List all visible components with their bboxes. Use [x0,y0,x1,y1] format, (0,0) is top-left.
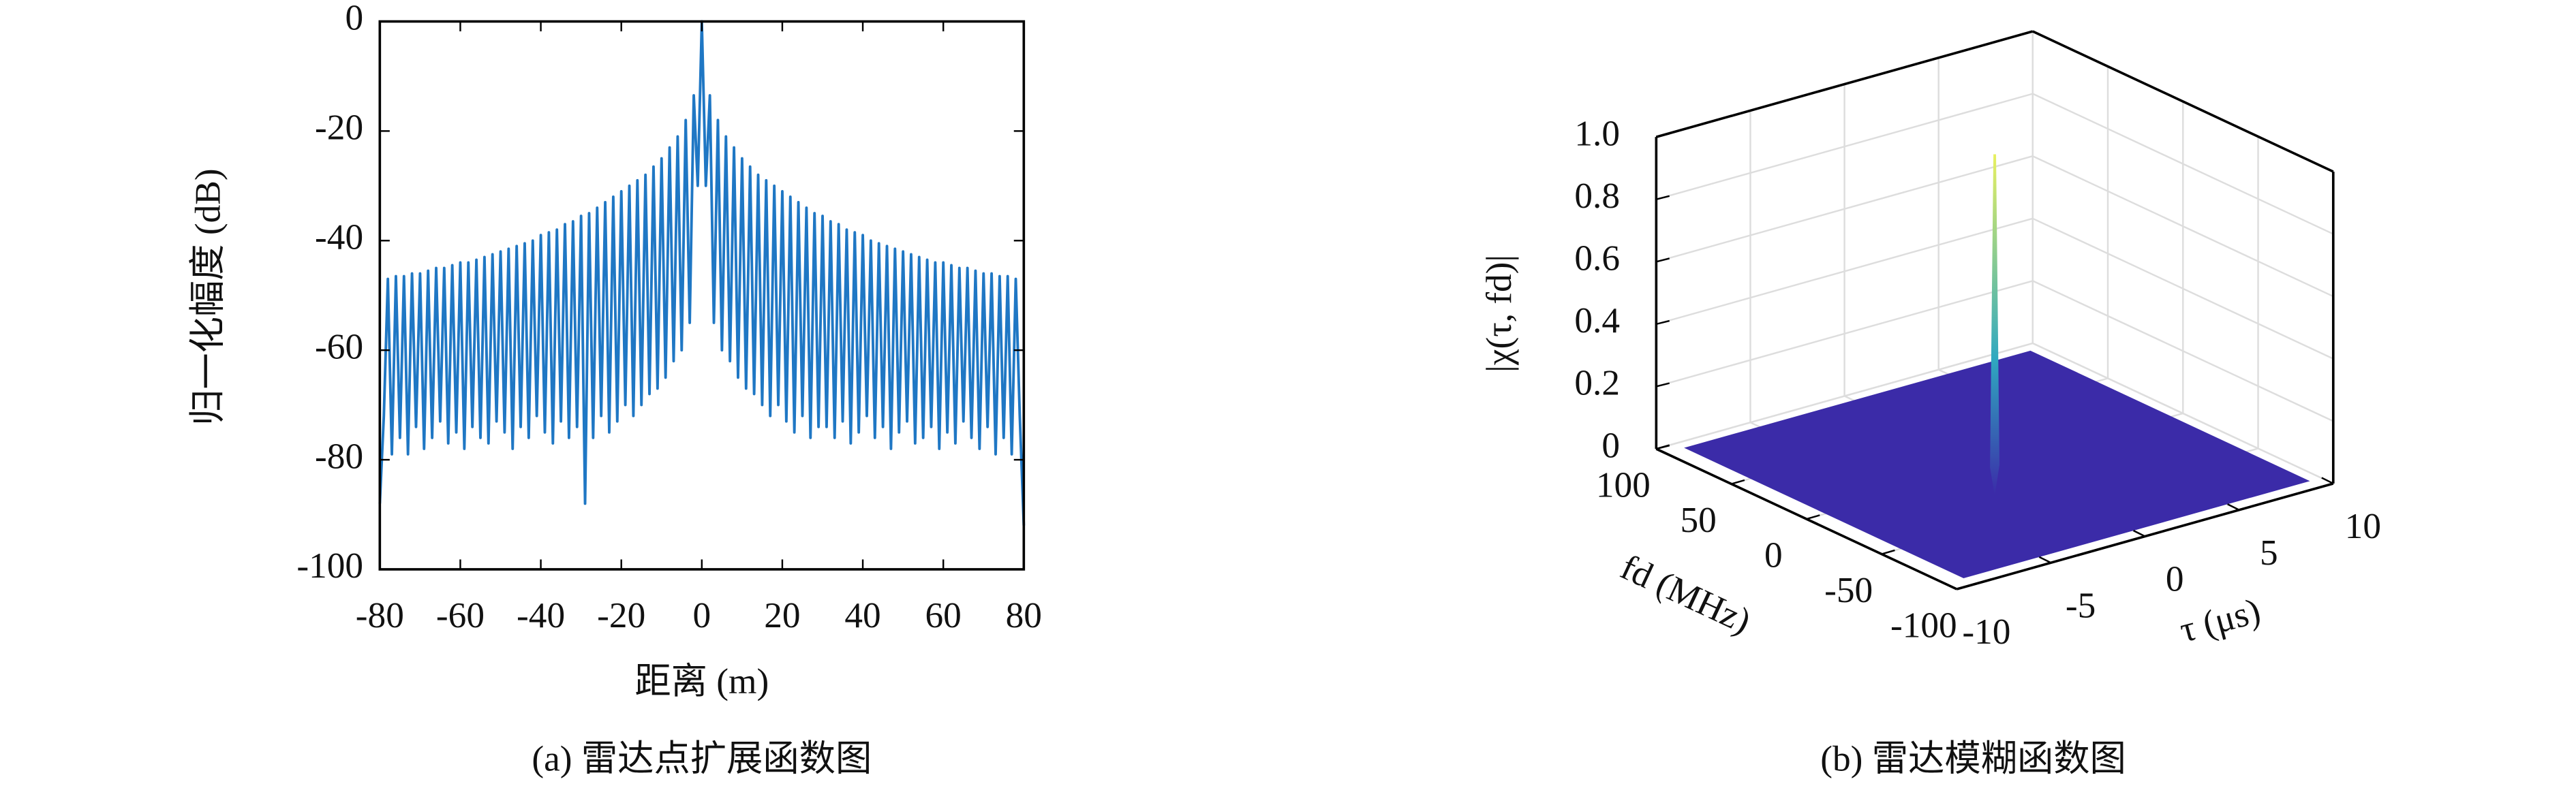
y-tick [1731,479,1745,485]
z-tick-label: 0.6 [1574,238,1620,279]
y-tick-label: -50 [1824,570,1873,610]
data-line [378,20,1026,526]
x-tick [2038,556,2051,564]
y-tick-label: -80 [315,436,363,476]
x-tick [1944,582,1957,590]
y-axis-label: 归一化幅度 (dB) [187,168,228,426]
caption: (b) 雷达模糊函数图 [1820,739,2126,779]
x-tick-label: -60 [436,595,485,635]
box-edge [1655,30,2034,138]
x-axis-label: τ (μs) [2175,590,2265,650]
y-tick-label: 100 [1596,464,1651,505]
x-tick-label: 80 [1006,595,1042,635]
z-tick [1656,257,1670,263]
y-tick [1881,549,1895,555]
y-tick-label: 0 [345,0,363,38]
x-tick-label: 10 [2345,506,2381,546]
y-tick [1956,584,1971,590]
y-tick-label: -20 [315,108,363,148]
surface-peak [1990,154,1999,497]
x-tick-label: 0 [692,595,711,635]
z-tick-label: 0.4 [1574,300,1620,341]
grid-line [1656,342,2034,450]
x-tick-label: 0 [2166,559,2184,599]
x-tick-label: -5 [2066,585,2096,625]
z-tick-label: 0.8 [1574,176,1620,216]
y-tick-label: 50 [1680,500,1716,540]
z-tick-label: 0.2 [1574,363,1620,403]
z-tick [1656,195,1670,200]
x-tick-label: 20 [764,595,800,635]
caption: (a) 雷达点扩展函数图 [532,739,872,779]
x-tick [2227,503,2240,511]
x-tick [2321,477,2334,485]
y-tick-label: -100 [296,546,363,586]
x-tick-label: -40 [517,595,565,635]
y-tick [1656,444,1670,450]
x-tick-label: 40 [844,595,880,635]
x-axis-label: 距离 (m) [634,661,769,702]
y-axis-label: fd (MHz) [1614,547,1757,642]
x-tick-label: -80 [356,595,404,635]
z-tick-label: 0 [1601,425,1620,465]
x-tick-label: -10 [1962,612,2010,652]
box-edge [2032,30,2334,173]
x-tick [2133,529,2146,537]
z-tick-label: 1.0 [1574,113,1620,153]
y-tick-label: -60 [315,326,363,366]
z-tick [1656,382,1670,388]
y-tick [1806,514,1820,520]
x-tick-label: 60 [925,595,962,635]
z-tick [1656,133,1670,138]
z-axis-label: |χ(τ, fd)| [1479,255,1519,373]
x-tick-label: -20 [597,595,645,635]
x-tick-label: 5 [2260,533,2278,573]
y-tick-label: -100 [1890,605,1957,645]
y-tick-label: 0 [1764,535,1783,575]
z-tick [1656,319,1670,326]
y-tick-label: -40 [315,217,363,257]
